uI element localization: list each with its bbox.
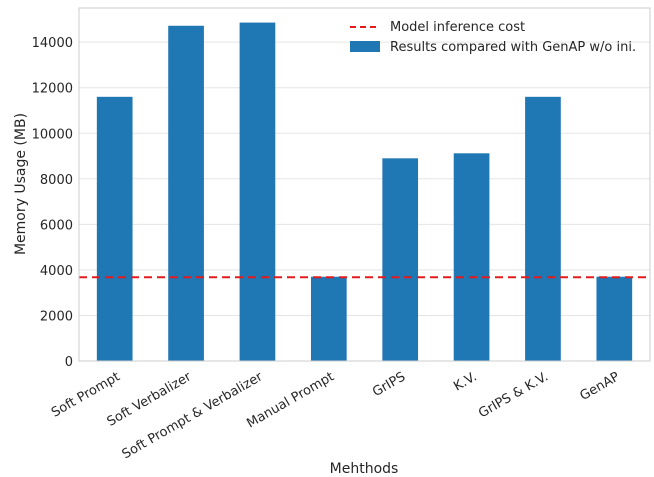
bar	[239, 22, 276, 362]
bar	[310, 276, 347, 361]
legend-label-results: Results compared with GenAP w/o ini.	[390, 40, 636, 55]
legend: Model inference cost Results compared wi…	[350, 20, 636, 55]
bar	[453, 153, 490, 361]
bar	[96, 96, 133, 362]
y-axis-title: Memory Usage (MB)	[13, 113, 29, 255]
bar	[382, 158, 419, 361]
y-tick-label: 6000	[40, 218, 73, 233]
legend-label-inference-cost: Model inference cost	[390, 20, 525, 35]
y-tick-label: 2000	[40, 309, 73, 324]
y-tick-label: 8000	[40, 173, 73, 188]
legend-swatch-results	[350, 41, 380, 52]
y-tick-label: 0	[65, 355, 73, 370]
y-tick-label: 14000	[32, 36, 73, 51]
bar	[525, 96, 561, 362]
y-tick-label: 10000	[32, 127, 73, 142]
y-tick-label: 4000	[40, 264, 73, 279]
x-axis-title: Mehthods	[330, 461, 399, 477]
bar	[596, 276, 633, 361]
y-tick-label: 12000	[32, 82, 73, 97]
bars	[96, 22, 633, 362]
bar	[168, 25, 204, 362]
plot-frame	[78, 7, 651, 362]
y-axis-ticks: 0 2000 4000 6000 8000 10000 12000 14000	[32, 36, 73, 370]
